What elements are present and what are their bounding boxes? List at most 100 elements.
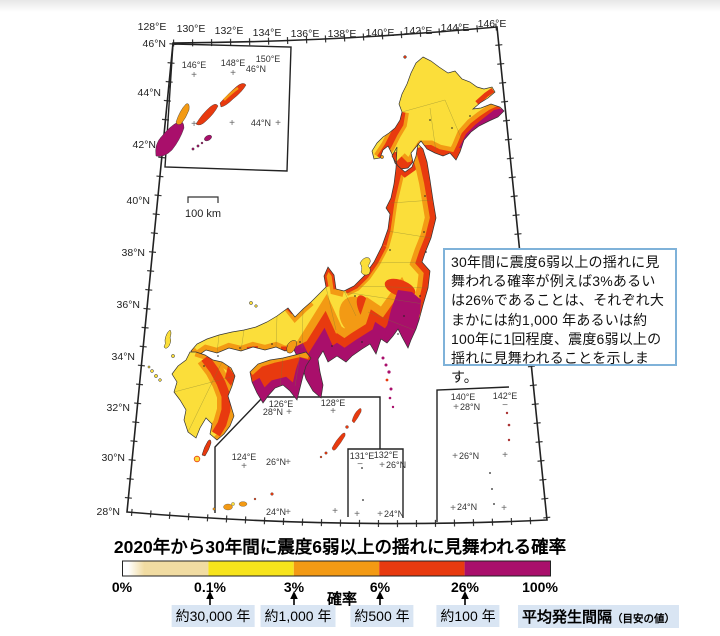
inset-label: 148°E [221,58,246,68]
inset-label: 28°N [460,402,480,412]
inset-label: 132°E [374,450,399,460]
inset-label: 24°N [457,502,477,512]
axis-label: 30°N [102,452,125,464]
inset-label: 128°E [321,398,346,408]
inset-label: 124°E [232,452,257,462]
okinawa-islands [212,408,364,511]
ogasawara-inset-labels: 140°E 142°E 28°N 26°N 24°N + − + + + + [450,391,517,514]
inset-label: 26°N [386,460,406,470]
ogasawara-islands [489,411,511,505]
inset-label: 150°E [256,54,281,64]
map-frame [126,26,548,525]
inset-label: 142°E [493,391,518,401]
daito-inset-box [347,448,404,518]
plus-mark: + [241,461,247,472]
legend-segment-1 [208,561,294,576]
dash-mark: − [357,459,363,470]
axis-label: 46°N [143,38,166,50]
axis-label: 32°N [107,402,130,414]
axis-label: 144°E [441,22,470,34]
axis-label: 138°E [328,28,357,40]
inset-label: 24°N [384,509,404,519]
scale-bar: 100 km [185,196,221,220]
probability-axis-label: 確率 [326,591,358,608]
axis-label: 142°E [404,25,433,37]
axis-label: 132°E [215,25,244,37]
percent-label-3: 3% [283,579,305,595]
interval-title: 平均発生間隔（目安の値） [518,605,680,628]
left-axis: 46°N 44°N 42°N 40°N 38°N 36°N 34°N 32°N … [97,38,166,518]
dash-mark: − [502,400,508,411]
tsushima-island [163,329,172,349]
interval-title-note: （目安の値） [612,613,676,625]
small-islands [147,55,407,463]
percent-label-0: 0% [111,579,133,595]
plus-mark: + [450,503,456,514]
kuril-inset-box [164,43,292,172]
page-top-shade [0,0,720,12]
plus-mark: + [502,450,508,461]
top-axis: 128°E 130°E 132°E 134°E 136°E 138°E 140°… [138,18,507,40]
okinawa-inset-labels: 126°E 128°E 28°N 124°E 26°N 24°N + + + +… [232,398,346,518]
axis-label: 140°E [366,27,395,39]
tanegashima-island [201,439,212,457]
legend-segment-0 [123,561,209,576]
plus-mark: + [275,118,281,129]
interval-label-100: 約100 年 [436,605,500,627]
axis-label: 34°N [112,351,135,363]
interval-title-text: 平均発生間隔 [522,609,613,626]
plus-mark: + [354,509,360,520]
axis-label: 128°E [138,21,167,33]
plus-mark: + [377,509,383,520]
interval-label-500: 約500 年 [350,605,414,627]
plus-mark: + [230,68,236,79]
inset-label: 46°N [246,64,266,74]
inset-label: 140°E [451,392,476,402]
plus-mark: + [332,506,338,517]
inset-label: 44°N [251,118,271,128]
axis-label: 28°N [97,506,120,518]
plus-mark: + [285,457,291,468]
plus-mark: + [452,451,458,462]
legend-segment-3 [379,561,465,576]
kuril-inset-labels: 146°E 148°E 150°E 46°N 44°N + + + + + [182,54,281,130]
city-specks [203,115,471,367]
inset-label: 28°N [263,407,283,417]
axis-label: 134°E [253,27,282,39]
axis-label: 40°N [127,195,150,207]
interval-label-30000: 約30,000 年 [171,605,255,627]
hazard-map: 128°E 130°E 132°E 134°E 136°E 138°E 140°… [97,18,551,528]
plus-mark: + [379,460,385,471]
plus-mark: + [191,70,197,81]
kyushu-outline [171,351,236,441]
axis-label: 42°N [133,139,156,151]
daito-inset-labels: 131°E 132°E 26°N 24°N + − + + [350,450,406,520]
plus-mark: + [286,407,292,418]
axis-label: 136°E [291,28,320,40]
percent-label-100: 100% [522,579,558,595]
kuril-islands [155,83,247,157]
legend-segment-4 [464,561,550,576]
plus-mark: + [229,118,235,129]
axis-label: 130°E [177,23,206,35]
inset-label: 126°E [269,399,294,409]
percent-label-0-1: 0.1% [194,579,226,595]
hokkaido-outline [371,56,505,170]
axis-label: 44°N [138,87,161,99]
percent-label-26: 26% [450,579,480,595]
yakushima-island [193,455,201,463]
plus-mark: + [285,507,291,518]
axis-label: 38°N [122,247,145,259]
scale-label: 100 km [185,208,221,220]
shikoku-outline [249,351,312,404]
ogasawara-inset-box [436,386,510,522]
legend-segment-2 [293,561,380,576]
legend-title: 2020年から30年間に震度6弱以上の揺れに見舞われる確率 [113,537,567,557]
percent-label-6: 6% [369,579,391,595]
annotation-text: 30年間に震度6弱以上の揺れに見舞われる確率が例えば3%あるいは26%であること… [451,254,665,386]
inset-label: 26°N [266,457,286,467]
plus-mark: + [330,406,336,417]
izu-islands [381,356,395,409]
axis-label: 146°E [478,18,507,30]
